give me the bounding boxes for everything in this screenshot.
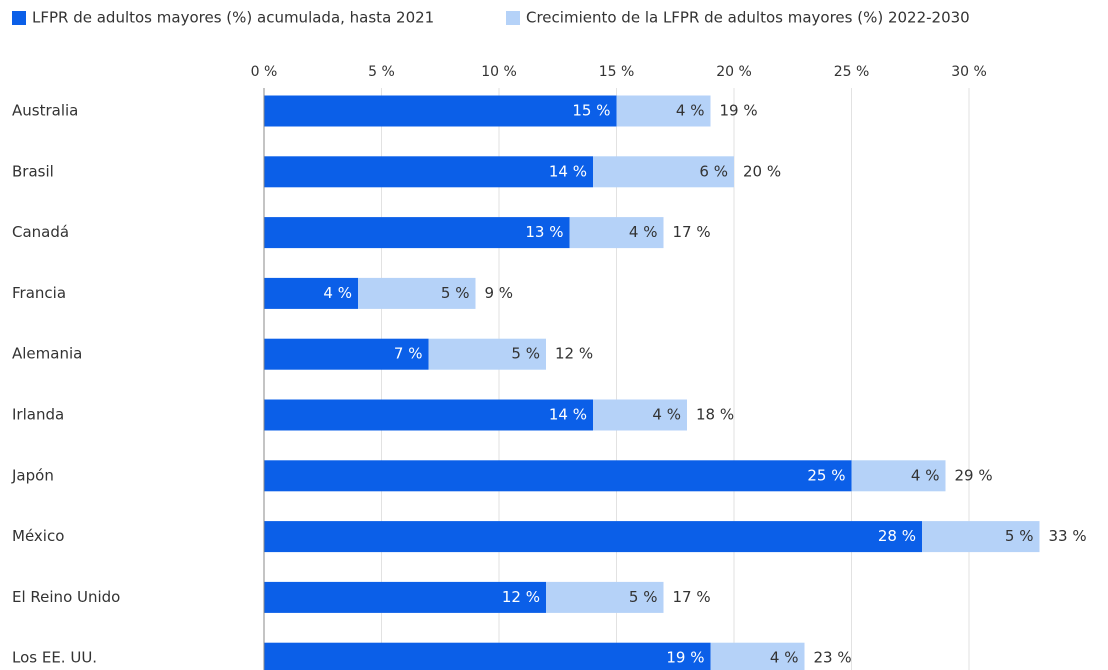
bar-segment bbox=[710, 642, 805, 670]
category-label: Brasil bbox=[12, 162, 54, 180]
x-tick-label: 25 % bbox=[834, 64, 870, 80]
bar-segment bbox=[264, 399, 593, 431]
value-label: 28 % bbox=[878, 527, 916, 545]
total-label: 23 % bbox=[814, 649, 852, 667]
bar-segment bbox=[264, 95, 617, 127]
value-label: 4 % bbox=[629, 223, 658, 241]
total-label: 19 % bbox=[720, 102, 758, 120]
value-label: 15 % bbox=[572, 102, 610, 120]
x-tick-label: 20 % bbox=[716, 64, 752, 80]
bar-segment bbox=[851, 460, 946, 492]
category-label: Japón bbox=[11, 466, 54, 484]
total-label: 9 % bbox=[485, 284, 514, 302]
bar-segment bbox=[264, 277, 358, 309]
value-label: 6 % bbox=[699, 162, 728, 180]
value-label: 4 % bbox=[652, 406, 681, 424]
bar-segment bbox=[593, 399, 687, 431]
legend-swatch bbox=[12, 11, 26, 25]
value-label: 19 % bbox=[666, 649, 704, 667]
category-label: Irlanda bbox=[12, 406, 64, 424]
bar-segment bbox=[616, 95, 711, 127]
value-label: 5 % bbox=[511, 345, 540, 363]
total-label: 17 % bbox=[673, 588, 711, 606]
value-label: 5 % bbox=[629, 588, 658, 606]
bar-segment bbox=[922, 521, 1040, 553]
total-label: 12 % bbox=[555, 345, 593, 363]
category-label: El Reino Unido bbox=[12, 588, 120, 606]
x-tick-label: 0 % bbox=[251, 64, 278, 80]
value-label: 14 % bbox=[549, 406, 587, 424]
value-label: 5 % bbox=[1005, 527, 1034, 545]
bar-segment bbox=[264, 460, 852, 492]
bar-segment bbox=[546, 581, 664, 613]
legend-swatch bbox=[506, 11, 520, 25]
bar-segment bbox=[264, 581, 546, 613]
category-label: Los EE. UU. bbox=[12, 649, 97, 667]
value-label: 13 % bbox=[525, 223, 563, 241]
bar-segment bbox=[428, 338, 546, 370]
value-label: 4 % bbox=[676, 102, 705, 120]
value-label: 12 % bbox=[502, 588, 540, 606]
x-tick-label: 15 % bbox=[599, 64, 635, 80]
total-label: 18 % bbox=[696, 406, 734, 424]
bar-segment bbox=[593, 156, 734, 188]
category-label: México bbox=[12, 527, 64, 545]
bar-segment bbox=[264, 521, 922, 553]
category-label: Francia bbox=[12, 284, 66, 302]
total-label: 29 % bbox=[955, 466, 993, 484]
category-label: Alemania bbox=[12, 345, 82, 363]
value-label: 4 % bbox=[911, 466, 940, 484]
x-tick-label: 10 % bbox=[481, 64, 517, 80]
category-label: Canadá bbox=[12, 223, 69, 241]
value-label: 7 % bbox=[394, 345, 423, 363]
bar-segment bbox=[264, 217, 570, 249]
total-label: 20 % bbox=[743, 162, 781, 180]
bar-segment bbox=[264, 156, 593, 188]
total-label: 17 % bbox=[673, 223, 711, 241]
legend-label: LFPR de adultos mayores (%) acumulada, h… bbox=[32, 9, 434, 27]
x-tick-label: 5 % bbox=[368, 64, 395, 80]
x-tick-label: 30 % bbox=[951, 64, 987, 80]
bar-segment bbox=[569, 217, 664, 249]
category-label: Australia bbox=[12, 102, 78, 120]
value-label: 5 % bbox=[441, 284, 470, 302]
bar-segment bbox=[358, 277, 476, 309]
bar-segment bbox=[264, 338, 429, 370]
value-label: 4 % bbox=[770, 649, 799, 667]
bar-segment bbox=[264, 642, 711, 670]
value-label: 4 % bbox=[323, 284, 352, 302]
legend-label: Crecimiento de la LFPR de adultos mayore… bbox=[526, 9, 970, 27]
value-label: 25 % bbox=[807, 466, 845, 484]
total-label: 33 % bbox=[1049, 527, 1087, 545]
value-label: 14 % bbox=[549, 162, 587, 180]
